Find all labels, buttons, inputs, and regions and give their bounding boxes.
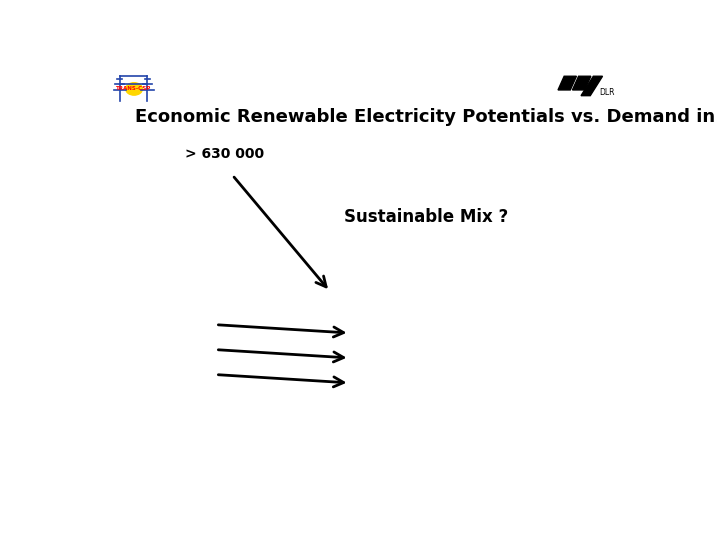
Circle shape: [126, 83, 143, 95]
Text: TRANS-CSP: TRANS-CSP: [116, 86, 151, 91]
Text: Economic Renewable Electricity Potentials vs. Demand in EUMENA: Economic Renewable Electricity Potential…: [135, 108, 720, 126]
Text: Sustainable Mix ?: Sustainable Mix ?: [344, 207, 508, 226]
Text: DLR: DLR: [600, 87, 615, 97]
Text: > 630 000: > 630 000: [185, 147, 264, 161]
Polygon shape: [581, 76, 603, 96]
Polygon shape: [558, 76, 577, 90]
Polygon shape: [572, 76, 591, 90]
